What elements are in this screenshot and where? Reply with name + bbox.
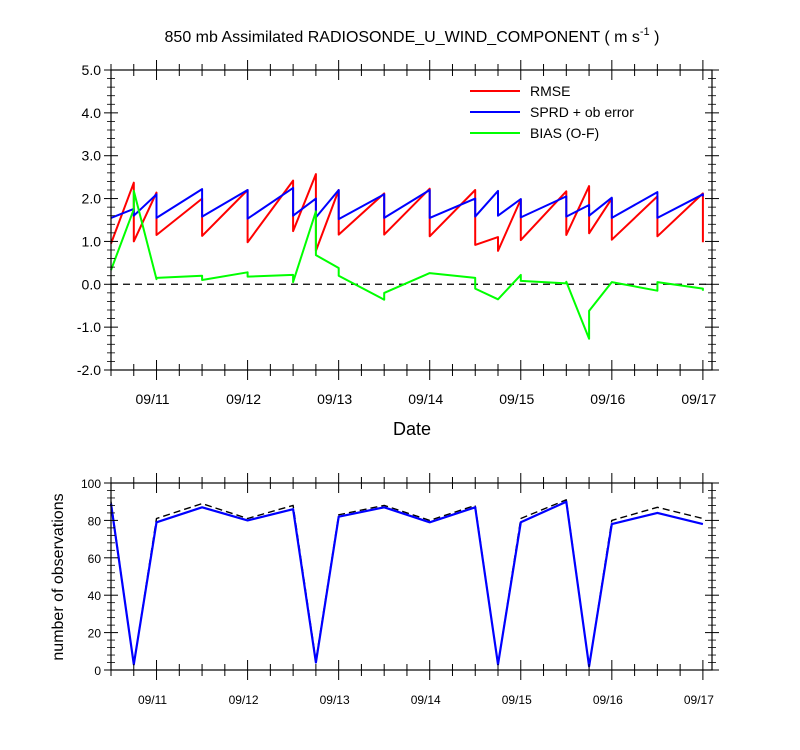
x-tick-label: 09/11: [138, 693, 167, 707]
plot-frame: [110, 69, 713, 371]
legend: RMSE SPRD + ob error BIAS (O-F): [470, 83, 634, 141]
chart-title-end: ): [650, 29, 660, 46]
x-tick-label: 09/13: [317, 391, 352, 407]
y-tick-label: 100: [81, 477, 101, 491]
legend-label: BIAS (O-F): [530, 125, 599, 141]
series-line-0: [110, 173, 704, 252]
chart-title-superscript: -1: [640, 26, 650, 38]
y-tick-label: 0: [94, 664, 101, 678]
series-line-2: [110, 189, 704, 340]
series-line-0: [110, 499, 704, 667]
y-axis-label-observations: number of observations: [50, 493, 67, 660]
y-tick-label: -2.0: [77, 362, 101, 378]
series-line-1: [110, 186, 704, 221]
x-tick-label: 09/15: [499, 391, 534, 407]
legend-label: SPRD + ob error: [530, 104, 634, 120]
series-line-1: [109, 500, 704, 668]
y-tick-label: 1.0: [82, 233, 102, 249]
y-tick-label: 3.0: [82, 148, 102, 164]
x-tick-label: 09/16: [590, 391, 625, 407]
x-tick-label: 09/13: [320, 693, 350, 707]
x-tick-label: 09/14: [408, 391, 443, 407]
x-tick-label: 09/11: [136, 391, 170, 407]
y-tick-label: 40: [88, 589, 102, 603]
y-tick-label: -1.0: [77, 319, 101, 335]
x-tick-label: 09/15: [502, 693, 532, 707]
rmse-bias-plot: -2.0 -1.0 0.0 1.0 2.0 3.0 4.0 5.0 09/11 09/12 09/1…: [77, 60, 719, 407]
y-tick-label: 5.0: [82, 62, 102, 78]
x-tick-label: 09/16: [593, 693, 623, 707]
y-tick-label: 20: [88, 627, 102, 641]
x-tick-label: 09/12: [229, 693, 259, 707]
x-tick-label: 09/17: [684, 693, 714, 707]
chart-title: 850 mb Assimilated RADIOSONDE_U_WIND_COM…: [165, 26, 660, 46]
y-tick-label: 4.0: [82, 105, 102, 121]
x-tick-label: 09/14: [411, 693, 441, 707]
x-tick-label: 09/17: [681, 391, 716, 407]
plot-frame: [110, 482, 713, 671]
y-tick-label: 80: [88, 514, 102, 528]
x-tick-label: 09/12: [226, 391, 261, 407]
observations-plot: 0 20 40 60 80 100 09/11 09/12 09/13 09/14 09/15 09/…: [81, 473, 719, 707]
y-tick-label: 0.0: [82, 276, 102, 292]
legend-label: RMSE: [530, 83, 570, 99]
y-tick-label: 60: [88, 552, 102, 566]
chart-title-main: 850 mb Assimilated RADIOSONDE_U_WIND_COM…: [165, 29, 640, 46]
y-tick-label: 2.0: [82, 191, 102, 207]
x-axis-label: Date: [393, 419, 431, 439]
